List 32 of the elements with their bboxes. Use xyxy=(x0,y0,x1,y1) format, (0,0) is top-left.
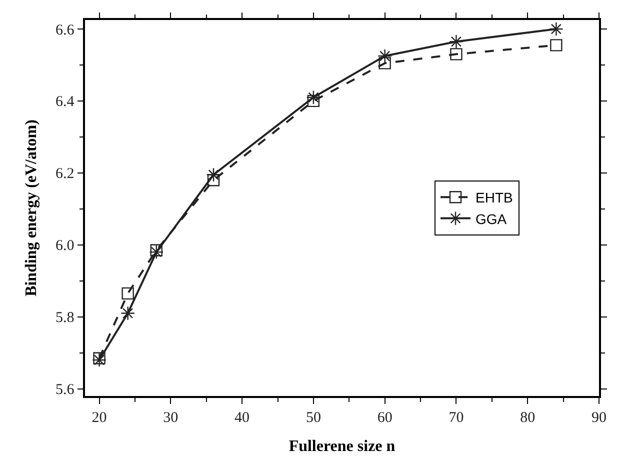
x-tick-label: 50 xyxy=(306,410,321,426)
point xyxy=(450,48,462,60)
x-axis-title: Fullerene size n xyxy=(288,438,396,455)
point xyxy=(149,244,164,260)
point xyxy=(449,34,464,49)
point xyxy=(120,306,136,320)
legend-label: EHTB xyxy=(476,190,513,206)
point xyxy=(378,48,392,64)
y-tick-label: 5.8 xyxy=(56,310,74,326)
legend-label: GGA xyxy=(476,210,508,227)
x-tick-label: 30 xyxy=(163,410,178,426)
point xyxy=(307,94,320,108)
x-tick-label: 90 xyxy=(592,410,606,426)
y-axis-title: Binding energy (eV/atom) xyxy=(22,120,40,296)
y-tick-label: 6.0 xyxy=(56,238,74,254)
point xyxy=(122,287,134,300)
point xyxy=(548,22,564,36)
x-tick-label: 20 xyxy=(92,410,107,426)
x-tick-label: 60 xyxy=(377,410,392,426)
x-tick-label: 40 xyxy=(234,410,250,426)
point xyxy=(378,57,391,70)
point xyxy=(93,352,106,364)
point xyxy=(550,39,562,52)
x-tick-label: 80 xyxy=(520,410,536,426)
point xyxy=(150,244,162,256)
y-tick-label: 6.2 xyxy=(56,166,74,182)
x-tick-label: 70 xyxy=(448,410,464,426)
y-tick-label: 6.4 xyxy=(56,94,75,110)
y-tick-label: 5.6 xyxy=(56,382,75,398)
point xyxy=(92,352,106,368)
point xyxy=(207,174,220,186)
y-tick-label: 6.6 xyxy=(56,22,75,38)
